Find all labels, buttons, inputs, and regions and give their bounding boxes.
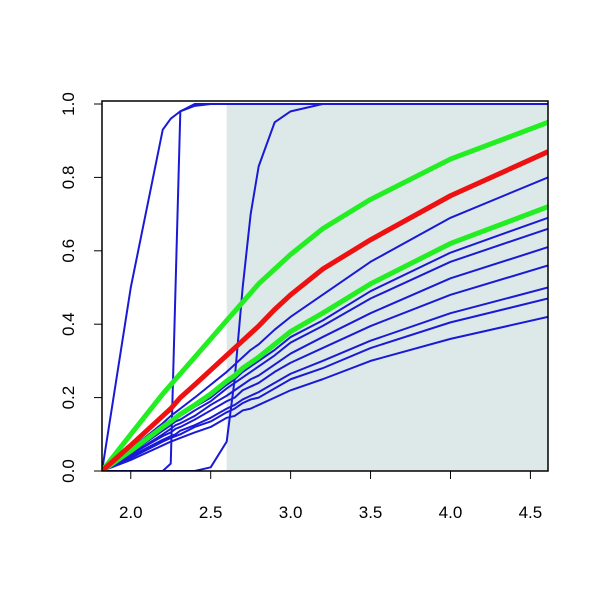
series-line <box>102 227 548 471</box>
y-tick-label: 0.4 <box>59 312 78 336</box>
series-line <box>102 297 548 471</box>
x-tick-label: 2.0 <box>119 503 143 522</box>
series-line <box>102 204 548 471</box>
series-line <box>102 264 548 471</box>
series-line <box>102 286 548 471</box>
x-tick-label: 4.5 <box>519 503 543 522</box>
y-tick-label: 0.6 <box>59 239 78 263</box>
plot-frame <box>101 100 549 472</box>
y-tick-label: 1.0 <box>59 92 78 116</box>
x-tick-label: 3.0 <box>279 503 303 522</box>
x-tick-label: 3.5 <box>359 503 383 522</box>
shaded-region <box>226 104 548 471</box>
x-tick-label: 2.5 <box>199 503 223 522</box>
plot-area <box>102 103 548 471</box>
series-line <box>102 149 548 471</box>
y-tick-label: 0.2 <box>59 386 78 410</box>
series-line <box>102 246 548 471</box>
series-line <box>102 120 548 471</box>
y-tick-label: 0.8 <box>59 166 78 190</box>
x-tick-label: 4.0 <box>439 503 463 522</box>
series-line <box>102 315 548 471</box>
series-line <box>102 176 548 471</box>
y-tick-label: 0.0 <box>59 459 78 483</box>
